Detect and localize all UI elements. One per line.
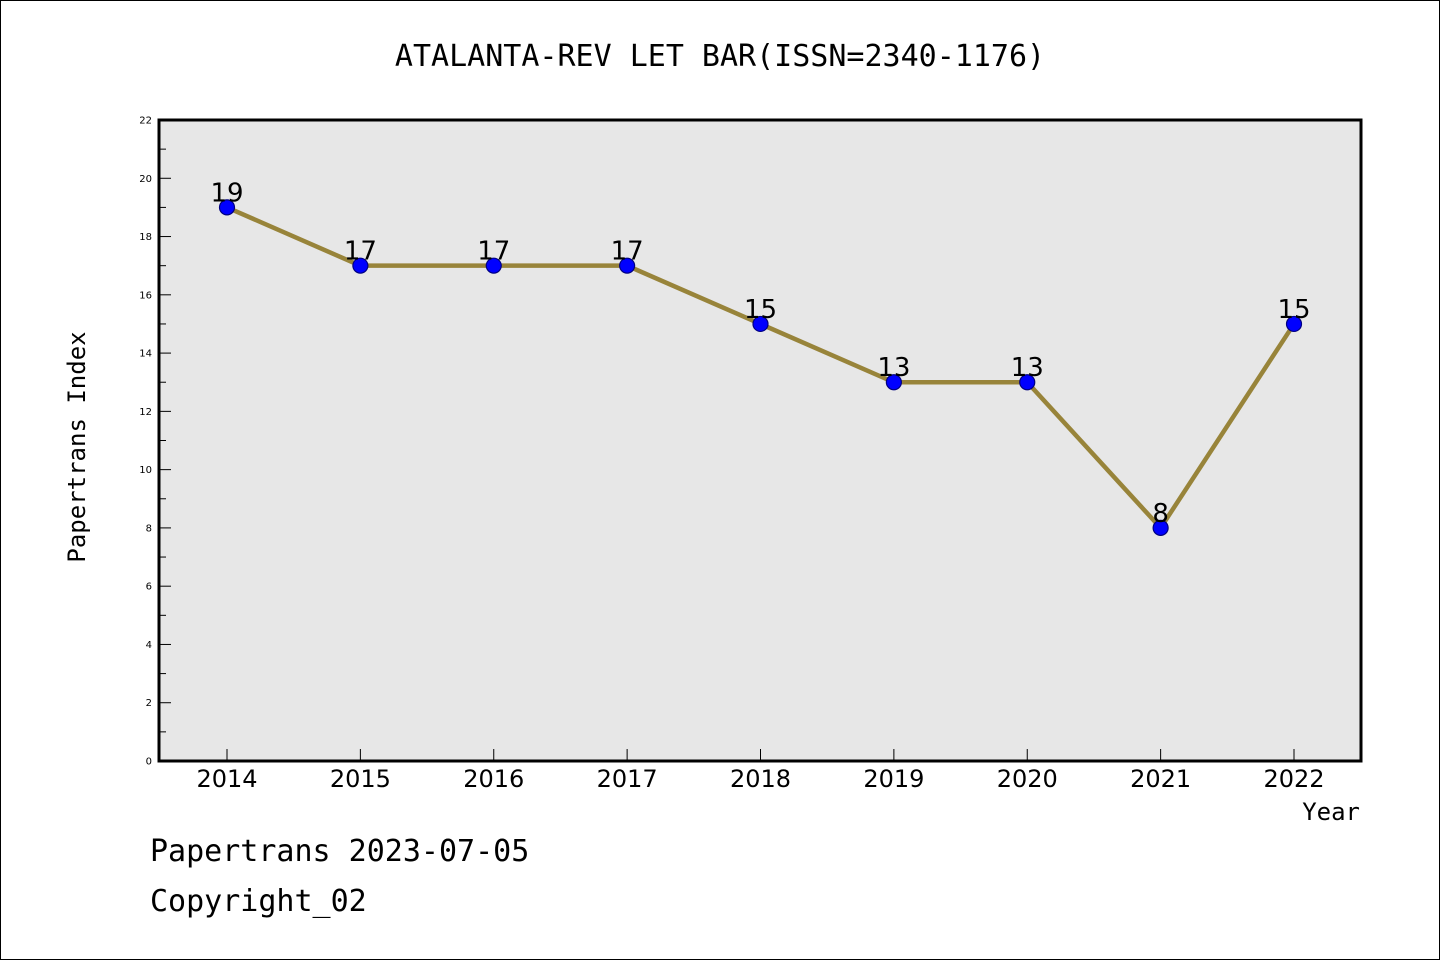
data-point [885,374,902,391]
y-axis-label: Papertrans Index [63,331,91,562]
x-tick-label: 2019 [863,765,924,793]
data-point [1152,519,1169,537]
x-tick-label: 2018 [730,765,791,793]
data-label: 19 [210,178,243,208]
x-axis-ticks: 2014 2015 2016 2017 2018 2019 2020 2021 2022 [196,749,1325,793]
x-tick-label: 2021 [1130,765,1191,793]
y-tick-label: 4 [146,640,152,651]
data-point [752,315,769,333]
data-label: 15 [744,295,777,325]
x-tick-label: 2016 [463,765,524,793]
x-tick-label: 2020 [997,765,1058,793]
x-tick-label: 2017 [597,765,658,793]
data-label: 17 [477,237,510,267]
y-tick-label: 16 [139,290,152,301]
y-tick-label: 6 [146,582,152,593]
y-tick-label: 0 [146,757,152,768]
plot-area [157,118,1363,763]
data-label: 13 [1011,353,1044,383]
data-point [1019,374,1036,391]
x-tick-label: 2022 [1263,765,1324,793]
data-point [619,257,636,274]
x-axis-label: Year [1302,798,1360,826]
data-label: 17 [611,237,644,267]
data-label: 13 [877,353,910,383]
data-label: 17 [344,237,377,267]
series-layer [218,199,1303,537]
data-label: 15 [1277,295,1310,325]
y-tick-label: 20 [139,174,152,185]
data-label-layer: 19 17 17 17 15 13 13 8 15 [210,178,1310,529]
y-tick-label: 2 [146,698,152,709]
data-point [218,199,236,216]
data-point [485,257,502,274]
chart-title: ATALANTA-REV LET BAR(ISSN=2340-1176) [395,39,1045,74]
data-point [352,257,369,274]
footer-copyright-text: Copyright_02 [150,884,367,919]
y-tick-label: 8 [146,523,152,534]
y-tick-label: 22 [139,116,152,127]
y-tick-label: 10 [139,465,152,476]
y-axis-ticks: 0 2 4 6 8 10 12 14 16 18 20 22 [139,116,171,768]
y-tick-label: 12 [139,407,152,418]
data-point [1285,315,1303,333]
footer-date-text: Papertrans 2023-07-05 [150,834,530,869]
x-tick-label: 2014 [196,765,257,793]
data-label: 8 [1152,499,1169,529]
y-tick-label: 14 [139,349,152,360]
y-tick-label: 18 [139,232,152,243]
x-tick-label: 2015 [330,765,391,793]
